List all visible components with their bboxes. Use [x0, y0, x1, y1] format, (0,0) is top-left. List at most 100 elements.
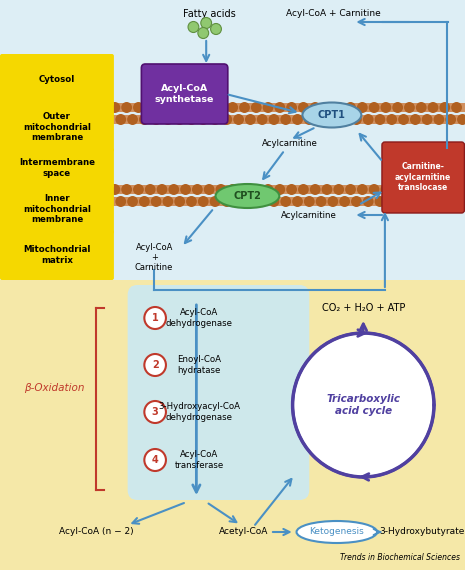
- Circle shape: [168, 184, 179, 195]
- Circle shape: [210, 196, 220, 207]
- Circle shape: [156, 102, 167, 113]
- Circle shape: [156, 184, 167, 195]
- Circle shape: [228, 102, 238, 113]
- Circle shape: [321, 102, 332, 113]
- FancyBboxPatch shape: [0, 102, 114, 152]
- Circle shape: [439, 184, 450, 195]
- Circle shape: [245, 196, 256, 207]
- Ellipse shape: [302, 103, 361, 128]
- Circle shape: [292, 333, 434, 477]
- FancyBboxPatch shape: [141, 64, 228, 124]
- Circle shape: [374, 114, 385, 125]
- Circle shape: [145, 184, 155, 195]
- FancyBboxPatch shape: [0, 148, 114, 188]
- Circle shape: [386, 114, 397, 125]
- Circle shape: [151, 114, 162, 125]
- Circle shape: [274, 102, 285, 113]
- Circle shape: [204, 184, 215, 195]
- Circle shape: [445, 114, 456, 125]
- Circle shape: [416, 184, 427, 195]
- Circle shape: [109, 102, 120, 113]
- Circle shape: [422, 196, 432, 207]
- Circle shape: [404, 102, 415, 113]
- Circle shape: [121, 102, 132, 113]
- Circle shape: [351, 196, 362, 207]
- Circle shape: [115, 196, 126, 207]
- Text: CPT2: CPT2: [234, 191, 261, 201]
- Circle shape: [192, 184, 203, 195]
- Circle shape: [269, 114, 279, 125]
- Circle shape: [210, 23, 221, 35]
- Circle shape: [286, 102, 297, 113]
- Ellipse shape: [216, 184, 279, 208]
- Text: Trends in Biochemical Sciences: Trends in Biochemical Sciences: [339, 553, 459, 562]
- Circle shape: [201, 18, 211, 28]
- Circle shape: [422, 114, 432, 125]
- Text: Enoyl-CoA
hydratase: Enoyl-CoA hydratase: [177, 355, 221, 374]
- Circle shape: [269, 196, 279, 207]
- Circle shape: [263, 184, 273, 195]
- Circle shape: [369, 184, 380, 195]
- Circle shape: [392, 184, 403, 195]
- Circle shape: [145, 401, 166, 423]
- FancyBboxPatch shape: [128, 285, 310, 500]
- Circle shape: [216, 184, 226, 195]
- Circle shape: [145, 354, 166, 376]
- Circle shape: [163, 114, 173, 125]
- Circle shape: [398, 114, 409, 125]
- Circle shape: [339, 196, 350, 207]
- Circle shape: [298, 102, 309, 113]
- Text: Acyl-CoA
synthetase: Acyl-CoA synthetase: [155, 84, 214, 104]
- Circle shape: [233, 196, 244, 207]
- Circle shape: [328, 114, 338, 125]
- Circle shape: [439, 102, 450, 113]
- Circle shape: [457, 114, 468, 125]
- Circle shape: [428, 102, 438, 113]
- Circle shape: [198, 114, 209, 125]
- Circle shape: [357, 102, 368, 113]
- Ellipse shape: [297, 521, 377, 543]
- Circle shape: [321, 184, 332, 195]
- Circle shape: [257, 196, 267, 207]
- Text: Carnitine: Carnitine: [135, 263, 173, 271]
- Circle shape: [310, 184, 320, 195]
- Text: Inner
mitochondrial
membrane: Inner mitochondrial membrane: [23, 194, 91, 224]
- Circle shape: [163, 196, 173, 207]
- Circle shape: [133, 102, 144, 113]
- Circle shape: [363, 114, 374, 125]
- Circle shape: [186, 114, 197, 125]
- Text: Acyl-CoA + Carnitine: Acyl-CoA + Carnitine: [286, 10, 381, 18]
- Circle shape: [381, 184, 391, 195]
- Circle shape: [410, 114, 421, 125]
- Circle shape: [310, 102, 320, 113]
- Text: β-Oxidation: β-Oxidation: [24, 383, 84, 393]
- Text: Acetyl-CoA: Acetyl-CoA: [219, 527, 268, 536]
- Circle shape: [404, 184, 415, 195]
- Circle shape: [251, 102, 262, 113]
- Circle shape: [198, 27, 209, 39]
- Circle shape: [451, 184, 462, 195]
- Circle shape: [381, 102, 391, 113]
- Text: 3-Hydroxybutyrate: 3-Hydroxybutyrate: [380, 527, 465, 536]
- Circle shape: [180, 102, 191, 113]
- Circle shape: [292, 196, 303, 207]
- Circle shape: [392, 102, 403, 113]
- Text: 3-Hydroxyacyl-CoA
dehydrogenase: 3-Hydroxyacyl-CoA dehydrogenase: [158, 402, 240, 422]
- Circle shape: [280, 196, 291, 207]
- Circle shape: [168, 102, 179, 113]
- Circle shape: [221, 114, 232, 125]
- Circle shape: [363, 196, 374, 207]
- Circle shape: [333, 102, 344, 113]
- Circle shape: [298, 184, 309, 195]
- Bar: [0, 280, 465, 570]
- Circle shape: [304, 196, 315, 207]
- Circle shape: [133, 184, 144, 195]
- Circle shape: [180, 184, 191, 195]
- Circle shape: [434, 196, 444, 207]
- Circle shape: [174, 114, 185, 125]
- Circle shape: [345, 184, 356, 195]
- Circle shape: [410, 196, 421, 207]
- Circle shape: [221, 196, 232, 207]
- FancyBboxPatch shape: [382, 142, 465, 213]
- Circle shape: [434, 114, 444, 125]
